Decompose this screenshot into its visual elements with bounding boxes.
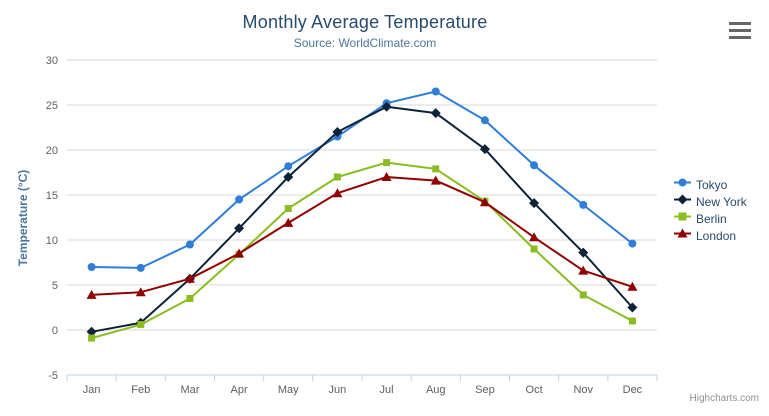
y-axis-tick-label: 0	[52, 325, 58, 337]
y-axis-tick-label: 15	[46, 190, 58, 202]
legend: Tokyo New York Berlin London	[674, 176, 747, 244]
data-point-new-york[interactable]	[283, 172, 294, 182]
legend-label-new-york: New York	[696, 194, 747, 209]
y-axis-tick-label: 25	[46, 100, 58, 112]
context-menu-button[interactable]	[728, 21, 752, 39]
x-axis-label: Oct	[526, 384, 543, 396]
chart-subtitle: Source: WorldClimate.com	[293, 36, 437, 50]
data-point-tokyo[interactable]	[284, 162, 293, 171]
legend-marker	[677, 228, 688, 237]
data-point-berlin[interactable]	[284, 205, 292, 212]
data-point-tokyo[interactable]	[628, 239, 637, 248]
data-point-london[interactable]	[578, 265, 589, 275]
data-point-new-york[interactable]	[381, 101, 392, 112]
data-point-london[interactable]	[430, 175, 441, 185]
data-point-berlin[interactable]	[383, 159, 391, 167]
y-axis-tick-label: 5	[52, 280, 58, 292]
data-point-london[interactable]	[479, 197, 490, 207]
chart-title: Monthly Average Temperature	[242, 12, 488, 32]
data-point-london[interactable]	[234, 248, 245, 258]
data-point-london[interactable]	[135, 287, 146, 297]
legend-marker	[678, 178, 687, 186]
data-point-berlin[interactable]	[628, 317, 636, 325]
data-point-new-york[interactable]	[430, 108, 441, 119]
data-point-new-york[interactable]	[479, 144, 490, 155]
legend-item-berlin[interactable]: Berlin	[674, 210, 747, 227]
legend-label-tokyo: Tokyo	[696, 177, 728, 192]
series-tokyo	[87, 87, 637, 272]
y-axis-title: Temperature (°C)	[16, 169, 30, 267]
data-point-new-york[interactable]	[627, 302, 638, 313]
y-axis-tick-label: 10	[46, 235, 58, 247]
series-line-london	[90, 176, 634, 296]
data-point-london[interactable]	[86, 289, 97, 299]
series-line-new-york	[90, 105, 634, 333]
data-point-tokyo[interactable]	[235, 195, 244, 204]
x-axis-label: Dec	[623, 384, 643, 396]
legend-marker-diamond-icon	[674, 193, 691, 211]
x-axis-label: Apr	[231, 384, 248, 396]
data-point-berlin[interactable]	[137, 321, 145, 329]
data-point-new-york[interactable]	[234, 223, 245, 234]
data-point-tokyo[interactable]	[185, 240, 194, 249]
legend-marker-triangle-icon	[674, 227, 691, 245]
series-line-berlin	[90, 161, 634, 340]
data-point-berlin[interactable]	[579, 291, 587, 299]
data-point-london[interactable]	[627, 281, 638, 291]
data-point-tokyo[interactable]	[136, 263, 145, 272]
x-axis-label: Jul	[380, 384, 394, 396]
data-point-tokyo[interactable]	[431, 87, 440, 96]
legend-label-london: London	[696, 228, 737, 243]
series-new-york	[86, 101, 638, 337]
x-axis-label: Mar	[180, 384, 199, 396]
x-axis-label: Aug	[426, 384, 446, 396]
x-axis-label: Jun	[329, 384, 347, 396]
series-london	[86, 172, 638, 299]
legend-item-tokyo[interactable]: Tokyo	[674, 176, 747, 193]
legend-marker	[678, 212, 687, 220]
x-axis-label: Jan	[83, 384, 101, 396]
data-point-london[interactable]	[283, 217, 294, 227]
series-line-tokyo	[90, 90, 634, 269]
data-point-new-york[interactable]	[529, 198, 540, 209]
data-point-tokyo[interactable]	[480, 116, 489, 125]
data-point-tokyo[interactable]	[530, 161, 539, 170]
legend-marker-circle-icon	[674, 176, 691, 194]
x-axis-label: Feb	[131, 384, 150, 396]
data-point-new-york[interactable]	[332, 127, 343, 137]
highcharts-credits-link[interactable]: Highcharts.com	[689, 393, 759, 404]
data-point-berlin[interactable]	[530, 245, 538, 253]
legend-item-new-york[interactable]: New York	[674, 193, 747, 210]
data-point-berlin[interactable]	[333, 173, 341, 181]
data-point-berlin[interactable]	[186, 295, 194, 302]
data-point-london[interactable]	[529, 232, 540, 242]
hamburger-icon	[729, 36, 751, 39]
x-axis-label: Nov	[573, 384, 593, 396]
legend-label-berlin: Berlin	[696, 211, 727, 226]
data-point-london[interactable]	[381, 172, 392, 181]
data-point-tokyo[interactable]	[87, 263, 96, 271]
legend-marker	[677, 194, 688, 204]
data-point-new-york[interactable]	[578, 247, 589, 258]
legend-marker-square-icon	[674, 210, 691, 228]
data-point-new-york[interactable]	[86, 326, 97, 337]
y-axis-tick-label: -5	[48, 370, 58, 382]
hamburger-icon	[729, 29, 751, 32]
legend-item-london[interactable]: London	[674, 227, 747, 244]
hamburger-icon	[729, 22, 751, 25]
y-axis-tick-label: 30	[46, 55, 58, 67]
data-point-london[interactable]	[332, 188, 343, 198]
y-axis-tick-label: 20	[46, 145, 58, 157]
x-axis-label: Sep	[475, 384, 495, 396]
data-point-london[interactable]	[184, 273, 195, 283]
data-point-berlin[interactable]	[432, 165, 440, 173]
data-point-berlin[interactable]	[88, 334, 96, 342]
data-point-tokyo[interactable]	[579, 200, 588, 209]
x-axis-label: May	[278, 384, 299, 396]
